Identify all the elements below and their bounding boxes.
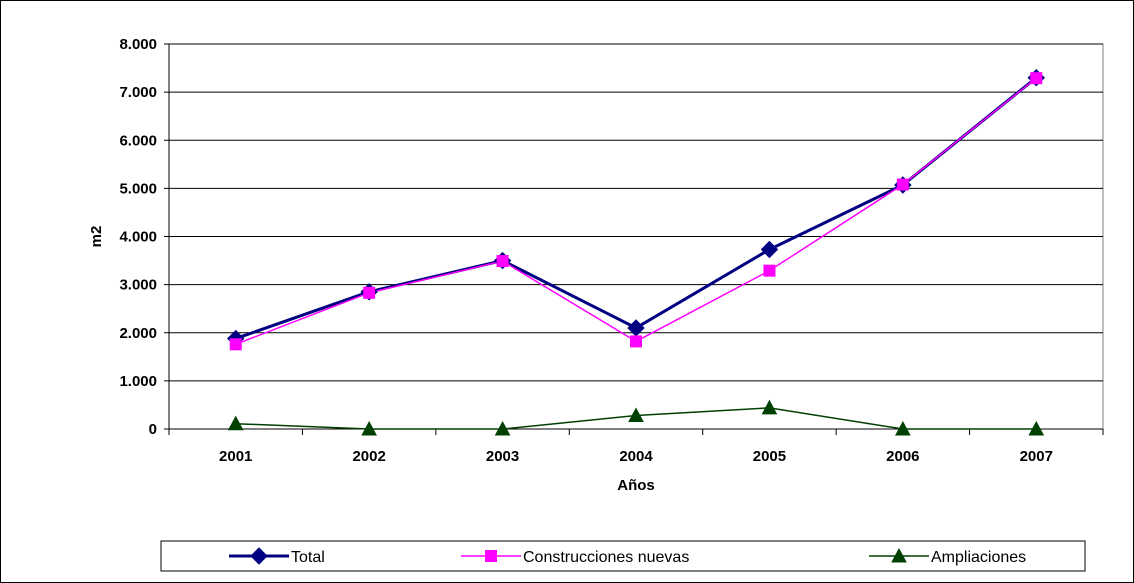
- data-point-series-2: [763, 264, 776, 277]
- y-tick-label: 6.000: [119, 132, 157, 149]
- legend-marker: [250, 547, 268, 565]
- legend-marker: [891, 547, 907, 563]
- legend-items: Total Construcciones nuevas Ampliaciones: [229, 547, 1026, 566]
- x-tick-labels: 2001 2002 2003 2004 2005 2006 2007: [219, 448, 1053, 465]
- x-tick-label: 2003: [486, 448, 519, 465]
- data-point-series-1: [760, 240, 779, 259]
- y-tick-label: 3.000: [119, 277, 157, 294]
- legend-box: [160, 540, 1086, 572]
- x-tick-label: 2002: [352, 448, 385, 465]
- data-point-series-3: [895, 420, 911, 436]
- x-tick-label: 2005: [753, 448, 786, 465]
- data-point-series-2: [363, 286, 376, 299]
- legend-item: Construcciones nuevas: [461, 549, 689, 566]
- y-tick-label: 2.000: [119, 325, 157, 342]
- series-markers: [227, 68, 1045, 436]
- y-axis-title: m2: [88, 226, 105, 248]
- gridlines: [164, 43, 1103, 430]
- data-point-series-2: [1030, 72, 1043, 85]
- data-point-series-2: [630, 335, 642, 348]
- y-tick-labels: 0 1.000 2.000 3.000 4.000 5.000 6.000 7.000 8.00…: [119, 36, 157, 438]
- x-tick-label: 2007: [1020, 448, 1053, 465]
- data-point-series-2: [896, 178, 909, 191]
- y-tick-label: 5.000: [119, 180, 157, 197]
- y-tick-label: 8.000: [119, 36, 157, 53]
- legend-label: Ampliaciones: [931, 549, 1026, 566]
- legend-label: Total: [291, 549, 325, 566]
- legend-marker: [485, 550, 497, 562]
- x-tick-label: 2006: [886, 448, 919, 465]
- data-point-series-3: [227, 415, 244, 431]
- y-tick-label: 4.000: [119, 229, 157, 246]
- data-point-series-3: [761, 399, 778, 415]
- legend-item: Ampliaciones: [869, 547, 1026, 566]
- legend-label: Construcciones nuevas: [523, 549, 689, 566]
- x-tick-label: 2004: [619, 448, 653, 465]
- data-point-series-3: [494, 420, 511, 436]
- y-tick-label: 7.000: [119, 84, 157, 101]
- data-point-series-3: [1028, 420, 1045, 436]
- x-tick-label: 2001: [219, 448, 252, 465]
- y-tick-label: 1.000: [119, 373, 157, 390]
- legend: Total Construcciones nuevas Ampliaciones: [160, 540, 1086, 572]
- legend-item: Total: [229, 547, 325, 566]
- data-point-series-3: [361, 420, 377, 436]
- data-point-series-3: [628, 407, 644, 423]
- data-point-series-2: [229, 338, 242, 351]
- data-point-series-2: [496, 255, 509, 268]
- x-axis-title: Años: [617, 477, 655, 494]
- y-tick-label: 0: [149, 421, 157, 438]
